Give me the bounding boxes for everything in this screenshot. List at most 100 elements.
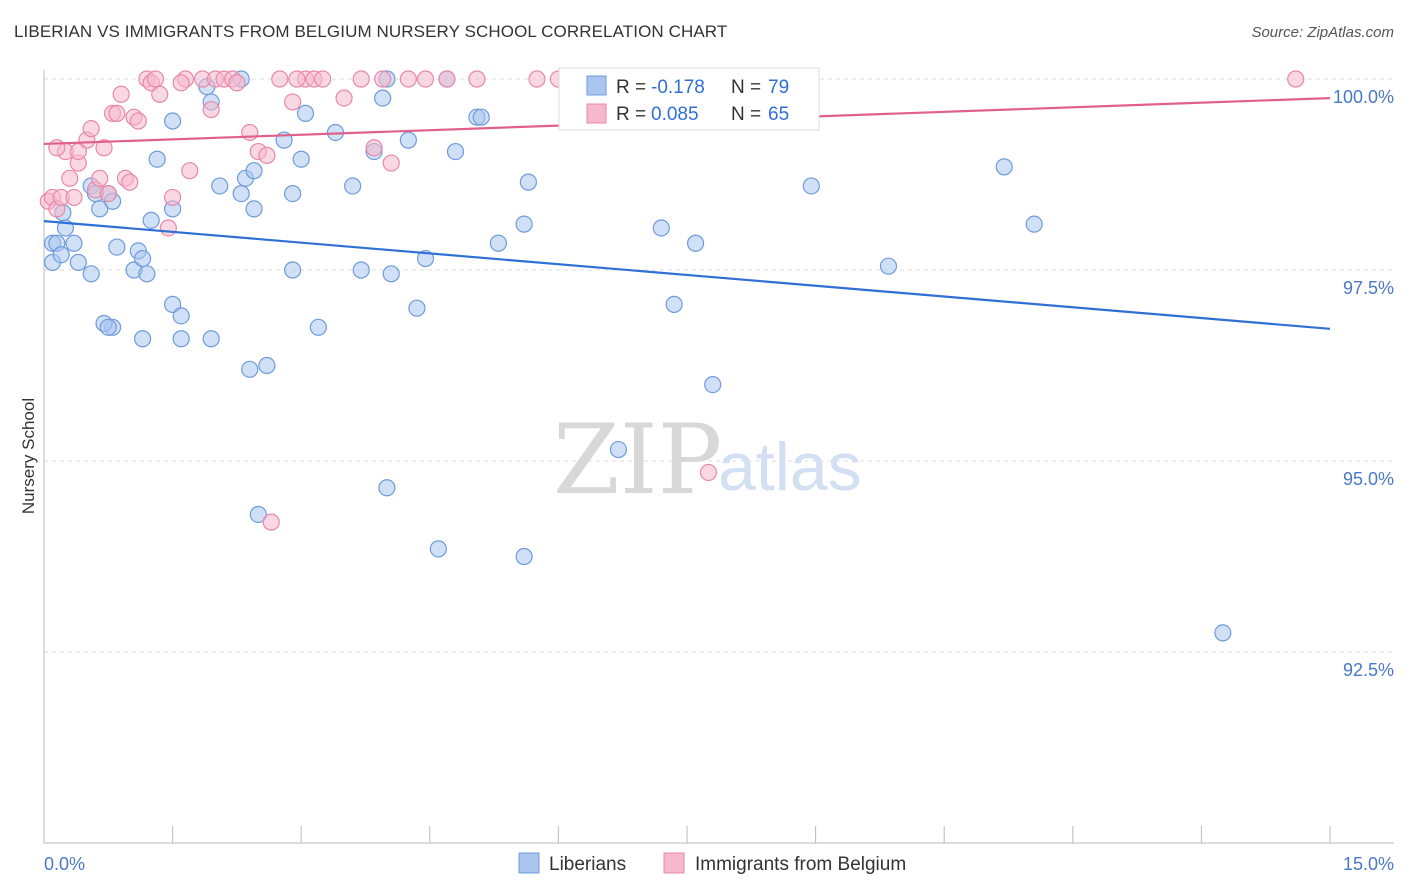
- point-liberians-19: [138, 265, 156, 283]
- point-liberians-35: [245, 200, 263, 218]
- point-liberians-13: [108, 238, 126, 256]
- point-immigrants-43: [335, 89, 353, 107]
- point-immigrants-60: [48, 139, 66, 157]
- point-liberians-69: [879, 257, 898, 275]
- point-liberians-21: [148, 150, 166, 168]
- series-legend: Liberians Immigrants from Belgium: [518, 852, 906, 875]
- point-immigrants-42: [314, 70, 332, 88]
- point-liberians-39: [284, 261, 302, 279]
- point-liberians-63: [609, 440, 628, 459]
- legend-r-label-1: R =: [616, 77, 646, 98]
- point-immigrants-5: [61, 169, 79, 187]
- y-tick-label-0: 100.0%: [1333, 87, 1394, 107]
- chart-title: LIBERIAN VS IMMIGRANTS FROM BELGIUM NURS…: [14, 22, 728, 41]
- point-liberians-3: [52, 246, 70, 264]
- point-immigrants-34: [241, 123, 259, 142]
- point-immigrants-24: [151, 85, 169, 103]
- point-liberians-68: [802, 177, 820, 195]
- bottom-legend-swatch-liberians: [518, 852, 540, 874]
- point-liberians-75: [133, 330, 152, 348]
- point-liberians-74: [99, 318, 117, 336]
- point-liberians-20: [142, 211, 160, 229]
- point-liberians-71: [1025, 215, 1043, 233]
- point-liberians-53: [429, 540, 447, 558]
- point-immigrants-39: [284, 93, 302, 111]
- point-liberians-61: [519, 173, 537, 191]
- point-liberians-41: [309, 318, 327, 336]
- point-immigrants-25: [159, 219, 177, 237]
- point-liberians-34: [258, 356, 276, 375]
- point-immigrants-26: [164, 188, 182, 207]
- point-immigrants-6: [65, 188, 83, 207]
- point-liberians-60: [515, 215, 533, 233]
- legend-r-label-2: R =: [616, 104, 646, 125]
- legend-n-label-1: N =: [731, 77, 761, 98]
- point-liberians-72: [1214, 624, 1232, 642]
- stats-legend: R = -0.178 N = 79 R = 0.085 N = 65: [558, 67, 820, 131]
- y-tick-labels: 100.0% 97.5% 95.0% 92.5%: [1333, 87, 1394, 680]
- point-immigrants-38: [271, 70, 289, 88]
- x-axis-ticks: [43, 826, 1331, 843]
- trend-line-liberians: [43, 220, 1331, 330]
- point-liberians-58: [489, 234, 507, 252]
- point-liberians-66: [686, 234, 705, 252]
- point-immigrants-44: [352, 70, 370, 88]
- x-tick-label-max: 15.0%: [1343, 854, 1394, 874]
- point-immigrants-13: [99, 185, 117, 203]
- y-axis-title: Nursery School: [19, 398, 38, 514]
- point-liberians-77: [292, 150, 310, 168]
- point-liberians-23: [164, 112, 182, 130]
- point-liberians-33: [241, 360, 259, 378]
- point-liberians-29: [211, 177, 229, 195]
- point-liberians-6: [65, 234, 83, 252]
- point-immigrants-37: [262, 513, 280, 531]
- point-immigrants-23: [146, 70, 165, 88]
- point-liberians-24: [164, 295, 182, 313]
- point-liberians-40: [296, 104, 315, 122]
- point-immigrants-12: [95, 139, 113, 157]
- point-liberians-67: [704, 376, 722, 394]
- point-liberians-38: [284, 185, 302, 203]
- point-liberians-26: [172, 330, 190, 348]
- point-liberians-7: [69, 253, 87, 271]
- point-liberians-64: [652, 219, 670, 237]
- series-liberians: [43, 70, 1232, 642]
- point-immigrants-64: [288, 70, 306, 88]
- point-immigrants-48: [399, 70, 417, 88]
- point-liberians-44: [352, 261, 370, 279]
- point-immigrants-16: [112, 85, 130, 103]
- point-immigrants-46: [374, 70, 392, 88]
- x-tick-label-min: 0.0%: [44, 854, 85, 874]
- point-liberians-43: [344, 177, 362, 195]
- point-immigrants-9: [82, 120, 100, 138]
- point-immigrants-30: [202, 100, 220, 119]
- point-liberians-52: [416, 249, 435, 268]
- point-immigrants-11: [91, 169, 109, 187]
- point-liberians-14: [82, 265, 100, 283]
- point-liberians-51: [408, 299, 426, 317]
- bottom-legend-liberians: Liberians: [549, 854, 626, 875]
- point-immigrants-15: [108, 104, 126, 122]
- legend-n-value-1: 79: [768, 77, 789, 98]
- point-immigrants-18: [121, 173, 139, 191]
- point-immigrants-59: [1287, 70, 1305, 88]
- point-immigrants-20: [129, 112, 147, 130]
- legend-swatch-immigrants-from-belgium: [586, 103, 607, 124]
- point-immigrants-62: [172, 74, 190, 92]
- point-immigrants-51: [468, 70, 486, 88]
- point-liberians-10: [91, 200, 109, 218]
- watermark-atlas: atlas: [718, 429, 862, 505]
- point-liberians-70: [995, 158, 1013, 176]
- legend-r-value-2: 0.085: [651, 104, 699, 125]
- bottom-legend-swatch-immigrants: [663, 852, 685, 874]
- point-liberians-50: [399, 131, 417, 149]
- point-liberians-32: [245, 162, 263, 180]
- point-liberians-59: [515, 547, 533, 566]
- point-liberians-65: [665, 295, 683, 313]
- legend-swatch-liberians: [586, 75, 607, 96]
- point-immigrants-52: [528, 70, 546, 88]
- point-liberians-18: [133, 249, 152, 268]
- point-liberians-46: [374, 89, 392, 107]
- point-liberians-76: [202, 330, 220, 348]
- y-tick-label-2: 95.0%: [1343, 469, 1394, 489]
